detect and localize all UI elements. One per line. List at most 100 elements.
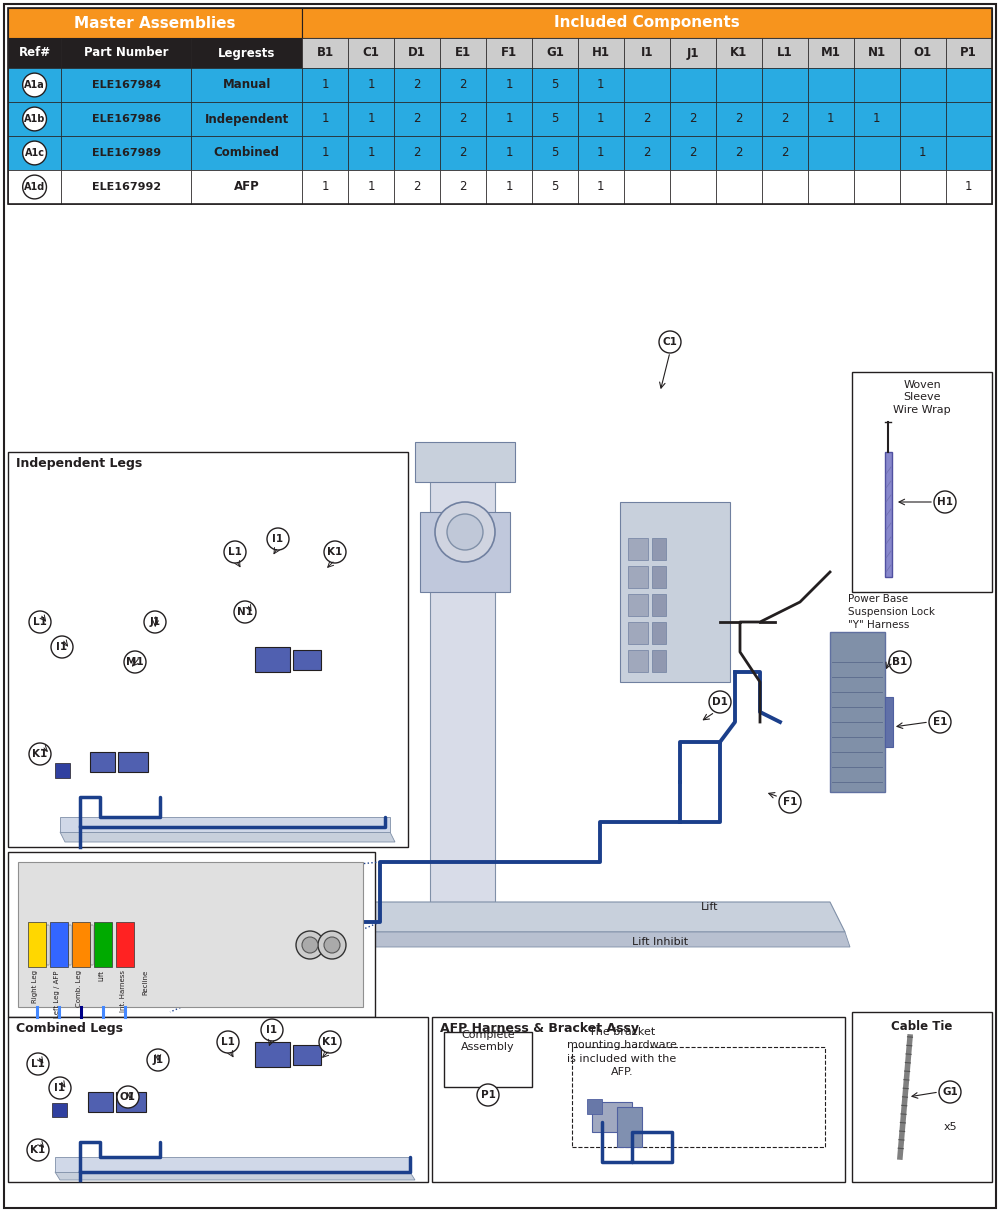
Text: 1: 1 xyxy=(367,181,375,194)
Bar xyxy=(440,136,486,170)
Text: O1: O1 xyxy=(914,46,932,59)
Text: K1: K1 xyxy=(30,1145,46,1155)
Circle shape xyxy=(709,691,731,713)
Bar xyxy=(852,372,992,591)
Bar xyxy=(854,102,900,136)
Bar xyxy=(624,68,670,102)
Bar xyxy=(8,452,408,847)
Circle shape xyxy=(224,541,246,564)
Bar xyxy=(302,38,348,68)
Bar xyxy=(900,170,946,204)
Bar xyxy=(348,68,394,102)
Bar xyxy=(88,1092,113,1111)
Bar xyxy=(900,68,946,102)
Bar xyxy=(293,650,321,670)
Bar xyxy=(8,68,61,102)
Text: 1: 1 xyxy=(919,147,926,160)
Circle shape xyxy=(319,1031,341,1053)
Bar xyxy=(587,1099,602,1114)
Bar xyxy=(440,170,486,204)
Text: Lift: Lift xyxy=(701,902,719,911)
Bar xyxy=(8,170,61,204)
Text: 1: 1 xyxy=(597,181,605,194)
Bar xyxy=(394,136,440,170)
Circle shape xyxy=(261,1019,283,1041)
Bar xyxy=(624,102,670,136)
Circle shape xyxy=(324,541,346,564)
Text: 2: 2 xyxy=(689,113,697,126)
Text: Combined: Combined xyxy=(214,147,280,160)
Text: Manual: Manual xyxy=(222,79,271,91)
Bar xyxy=(116,922,134,967)
Bar xyxy=(762,68,808,102)
Circle shape xyxy=(435,502,495,562)
Bar xyxy=(617,1107,642,1147)
Text: A1d: A1d xyxy=(24,182,45,191)
Text: E1: E1 xyxy=(933,718,947,727)
Text: B1: B1 xyxy=(317,46,334,59)
Bar xyxy=(852,1012,992,1182)
Text: 1: 1 xyxy=(505,147,513,160)
Text: J1: J1 xyxy=(149,617,161,627)
Bar xyxy=(854,136,900,170)
Text: H1: H1 xyxy=(937,497,953,507)
Text: Part Number: Part Number xyxy=(84,46,168,59)
Text: A1a: A1a xyxy=(24,80,45,90)
Bar xyxy=(628,594,648,616)
Bar xyxy=(28,922,46,967)
Polygon shape xyxy=(305,902,845,932)
Text: I1: I1 xyxy=(266,1025,278,1035)
Text: 1: 1 xyxy=(597,79,605,91)
Bar xyxy=(578,102,624,136)
Bar xyxy=(72,922,90,967)
Text: ELE167986: ELE167986 xyxy=(92,114,161,124)
Bar xyxy=(652,650,666,671)
Text: 2: 2 xyxy=(735,113,743,126)
Circle shape xyxy=(23,107,46,131)
Bar xyxy=(293,1045,321,1065)
Text: 1: 1 xyxy=(965,181,972,194)
Bar xyxy=(61,170,191,204)
Text: M1: M1 xyxy=(126,657,144,667)
Polygon shape xyxy=(885,452,892,577)
Bar xyxy=(762,170,808,204)
Text: Lift: Lift xyxy=(98,970,104,981)
Bar xyxy=(440,38,486,68)
Text: 2: 2 xyxy=(735,147,743,160)
Bar xyxy=(900,102,946,136)
Bar xyxy=(628,538,648,560)
Text: O1: O1 xyxy=(120,1092,136,1102)
Bar xyxy=(61,136,191,170)
Bar xyxy=(191,136,302,170)
Circle shape xyxy=(447,514,483,550)
Text: K1: K1 xyxy=(327,547,343,558)
Bar xyxy=(91,925,93,965)
Circle shape xyxy=(144,611,166,633)
Text: I1: I1 xyxy=(641,46,653,59)
Text: 1: 1 xyxy=(505,113,513,126)
Text: 1: 1 xyxy=(505,181,513,194)
Circle shape xyxy=(889,651,911,673)
Bar xyxy=(444,1031,532,1087)
Bar xyxy=(532,170,578,204)
Bar xyxy=(620,502,730,682)
Text: E1: E1 xyxy=(455,46,471,59)
Text: P1: P1 xyxy=(960,46,977,59)
Bar xyxy=(762,136,808,170)
Bar xyxy=(624,170,670,204)
Text: L1: L1 xyxy=(31,1059,45,1069)
Bar xyxy=(670,102,716,136)
Bar xyxy=(50,922,68,967)
Bar xyxy=(191,38,302,68)
Text: 5: 5 xyxy=(551,147,559,160)
Text: 2: 2 xyxy=(413,147,421,160)
Bar xyxy=(47,925,49,965)
Text: Complete
Assembly: Complete Assembly xyxy=(461,1030,515,1052)
Text: ELE167992: ELE167992 xyxy=(92,182,161,191)
Bar xyxy=(90,751,115,772)
Circle shape xyxy=(51,636,73,658)
Text: I1: I1 xyxy=(56,642,68,652)
Text: Power Base
Suspension Lock
"Y" Harness: Power Base Suspension Lock "Y" Harness xyxy=(848,594,935,630)
Bar xyxy=(486,170,532,204)
Bar xyxy=(61,38,191,68)
